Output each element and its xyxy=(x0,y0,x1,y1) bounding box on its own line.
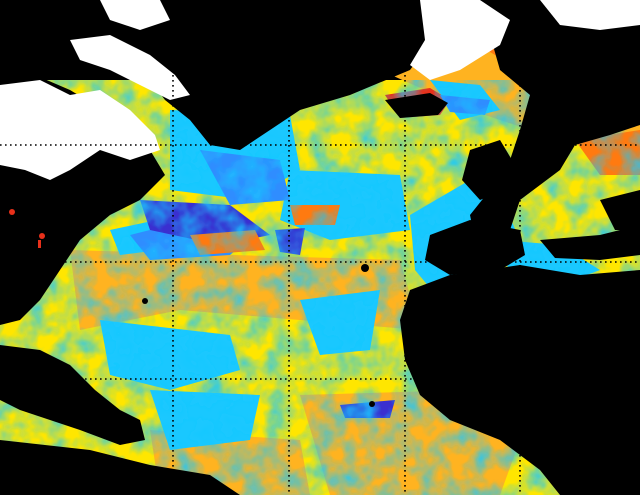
ice-svalbard xyxy=(540,0,640,30)
island-speck xyxy=(427,350,433,356)
island-speck xyxy=(142,298,148,304)
ice-cover xyxy=(0,0,640,180)
land-british-isles xyxy=(462,140,515,200)
land-italy xyxy=(600,190,640,230)
map-specks xyxy=(9,209,433,407)
land-scandinavia-europe xyxy=(470,0,640,250)
ice-greenland-east xyxy=(410,0,510,80)
island-speck xyxy=(369,401,375,407)
warm-speck xyxy=(9,209,15,215)
warm-speck xyxy=(38,240,41,248)
land-iceland xyxy=(385,93,448,118)
ice-labrador xyxy=(100,0,170,30)
land-mediterranean-coast xyxy=(540,225,640,260)
land-south-america xyxy=(0,440,240,495)
ice-baffin-coast xyxy=(70,35,190,100)
ice-arctic-archipelago xyxy=(0,80,160,180)
land-florida-caribbean xyxy=(0,345,145,445)
island-speck xyxy=(361,264,369,272)
warm-speck xyxy=(39,233,45,239)
